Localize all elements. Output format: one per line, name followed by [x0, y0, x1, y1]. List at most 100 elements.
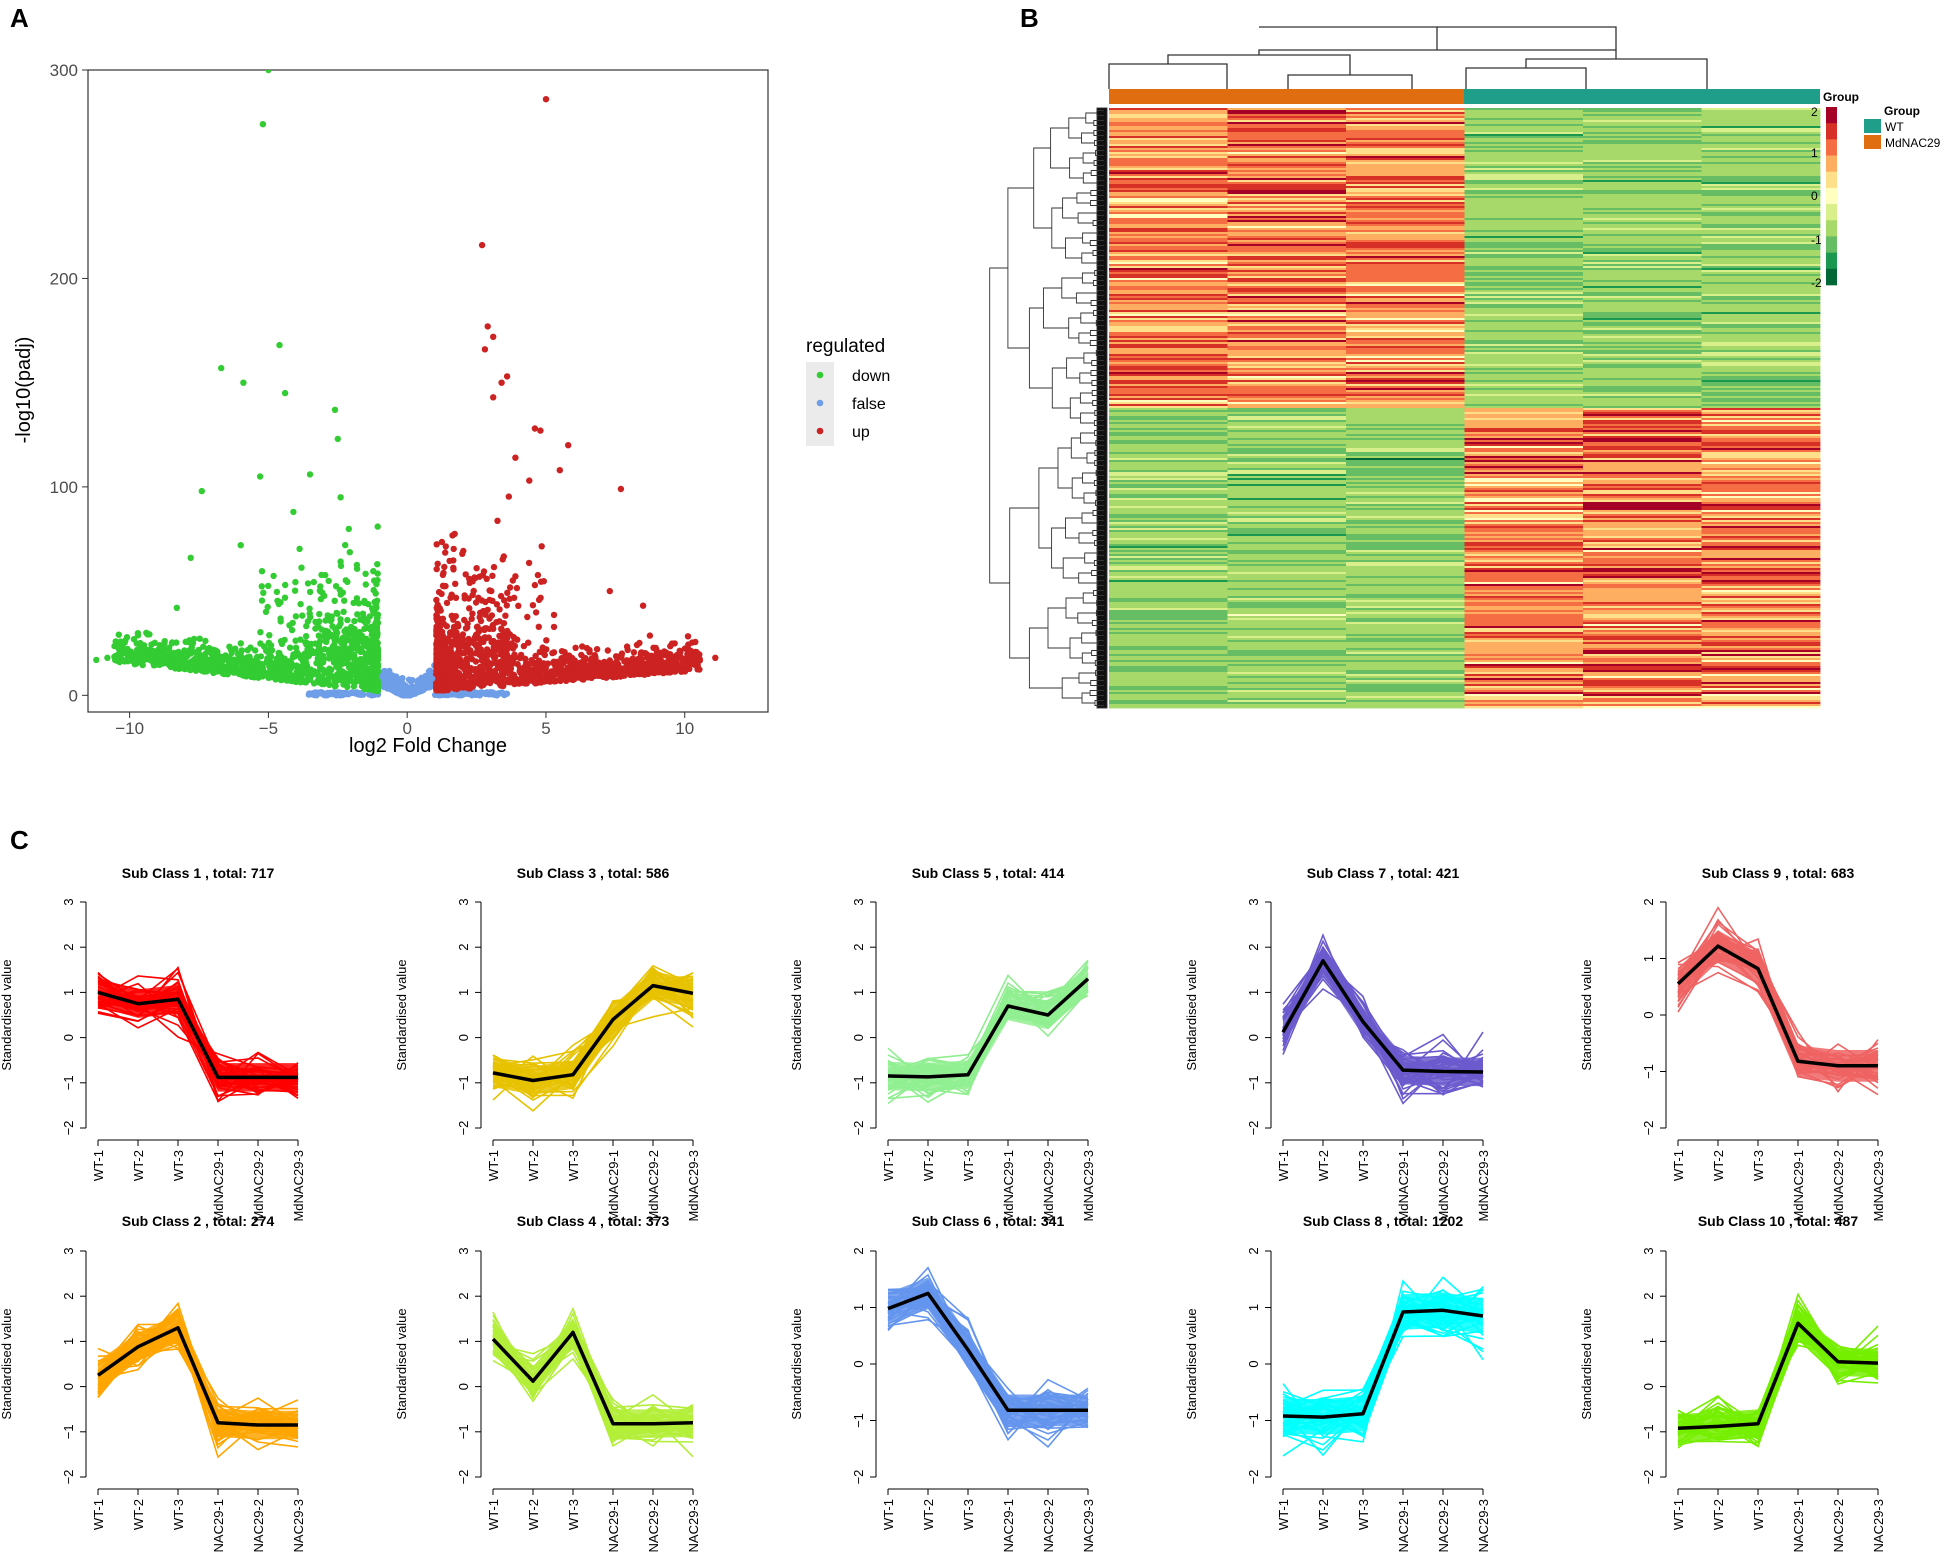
heatmap-cell	[1346, 274, 1465, 277]
heatmap-cell	[1227, 602, 1347, 605]
heatmap-cell	[1109, 138, 1228, 141]
heatmap-cell	[1464, 536, 1584, 539]
heatmap-cell	[1109, 164, 1228, 167]
heatmap-cell	[1109, 358, 1228, 361]
volcano-point-down	[355, 659, 363, 667]
heatmap-cell	[1346, 468, 1465, 471]
heatmap-cell	[1464, 512, 1584, 515]
volcano-point-false	[353, 689, 361, 696]
heatmap-cell	[1464, 442, 1584, 445]
heatmap-cell	[1464, 350, 1584, 353]
volcano-point-up	[531, 581, 539, 589]
heatmap-cell	[1464, 500, 1584, 503]
heatmap-cell	[1346, 540, 1465, 543]
volcano-point-down	[265, 582, 272, 590]
heatmap-cell	[1109, 194, 1228, 197]
heatmap-cell	[1346, 612, 1465, 615]
heatmap-cell	[1346, 120, 1465, 123]
volcano-point-down	[240, 661, 247, 669]
volcano-point-up	[452, 580, 459, 587]
volcano-point-down	[224, 669, 231, 676]
heatmap-cell	[1227, 604, 1347, 607]
heatmap-cell	[1346, 306, 1465, 309]
heatmap-cell	[1346, 272, 1465, 275]
heatmap-cell	[1464, 546, 1584, 549]
heatmap-cell	[1583, 248, 1702, 251]
heatmap-cell	[1464, 218, 1584, 221]
volcano-point-down	[298, 663, 305, 670]
volcano-point-down	[181, 647, 188, 654]
volcano-point-down	[235, 658, 242, 666]
heatmap-cell	[1583, 174, 1702, 177]
heatmap-cell	[1583, 460, 1702, 463]
volcano-point-up	[443, 599, 451, 607]
heatmap-cell	[1109, 236, 1228, 239]
volcano-point-up	[433, 596, 440, 604]
volcano-point-up	[677, 649, 684, 656]
volcano-point-down	[239, 654, 246, 662]
heatmap-cell	[1583, 464, 1702, 467]
heatmap-cell	[1701, 270, 1821, 273]
heatmap-cell	[1464, 328, 1584, 331]
volcano-point-up	[580, 675, 587, 682]
heatmap-cell	[1227, 606, 1347, 609]
volcano-point-up	[630, 649, 638, 656]
heatmap-cell	[1109, 116, 1228, 119]
heatmap-cell	[1701, 586, 1821, 589]
volcano-point-up	[474, 623, 481, 630]
heatmap-cell	[1227, 560, 1347, 563]
heatmap-cell	[1583, 546, 1702, 549]
heatmap-cell	[1583, 268, 1702, 271]
heatmap-cell	[1701, 326, 1821, 329]
volcano-point-down	[292, 578, 299, 586]
heatmap-cell	[1464, 246, 1584, 249]
heatmap-cell	[1464, 162, 1584, 165]
heatmap-cell	[1109, 168, 1228, 171]
heatmap-cell	[1464, 492, 1584, 495]
heatmap-cell	[1346, 192, 1465, 195]
heatmap-cell	[1227, 524, 1347, 527]
heatmap-cell	[1701, 360, 1821, 363]
heatmap-cell	[1109, 144, 1228, 147]
heatmap-cell	[1701, 284, 1821, 287]
heatmap-cell	[1464, 286, 1584, 289]
heatmap-cell	[1227, 440, 1347, 443]
volcano-point-down	[247, 657, 254, 665]
heatmap-cell	[1701, 128, 1821, 131]
heatmap-cell	[1583, 418, 1702, 421]
heatmap-cell	[1701, 278, 1821, 281]
volcano-point-down	[262, 647, 270, 654]
heatmap-cell	[1583, 308, 1702, 311]
heatmap-cell	[1583, 306, 1702, 309]
heatmap-cell	[1109, 262, 1228, 265]
heatmap-cell	[1227, 310, 1347, 313]
heatmap-cell	[1109, 136, 1228, 139]
volcano-point-false	[383, 678, 390, 685]
heatmap-cell	[1583, 492, 1702, 495]
heatmap-cell	[1227, 472, 1347, 475]
heatmap-cell	[1701, 516, 1821, 519]
volcano-point-up	[466, 605, 473, 612]
heatmap-cell	[1464, 352, 1584, 355]
heatmap-cell	[1464, 296, 1584, 299]
heatmap-cell	[1701, 502, 1821, 505]
heatmap-cell	[1109, 212, 1228, 215]
heatmap-cell	[1583, 260, 1702, 263]
heatmap-cell	[1109, 578, 1228, 581]
heatmap-cell	[1109, 254, 1228, 257]
heatmap-cell	[1346, 568, 1465, 571]
heatmap-cell	[1227, 396, 1347, 399]
heatmap-cell	[1227, 220, 1347, 223]
heatmap-cell	[1109, 228, 1228, 231]
heatmap-cell	[1346, 200, 1465, 203]
heatmap-cell	[1464, 288, 1584, 291]
heatmap-cell	[1227, 578, 1347, 581]
heatmap-cell	[1109, 422, 1228, 425]
heatmap-cell	[1346, 396, 1465, 399]
heatmap-cell	[1583, 160, 1702, 163]
heatmap-cell	[1583, 528, 1702, 531]
heatmap-cell	[1701, 170, 1821, 173]
heatmap-cell	[1227, 328, 1347, 331]
heatmap-cell	[1701, 460, 1821, 463]
heatmap-cell	[1464, 310, 1584, 313]
